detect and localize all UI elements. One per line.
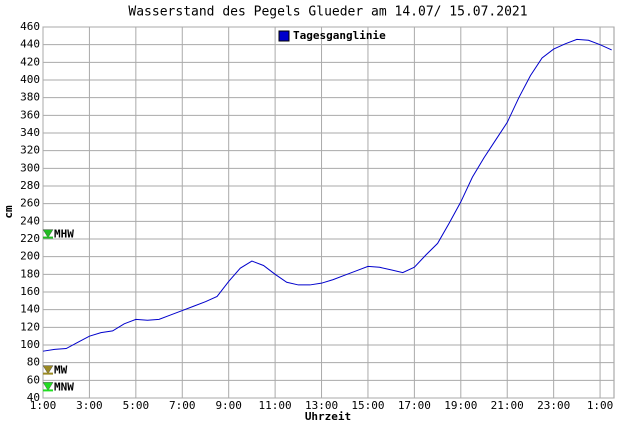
marker-triangle — [42, 382, 54, 391]
y-tick-label: 420 — [20, 55, 40, 68]
x-tick-label: 9:00 — [215, 399, 242, 412]
y-tick-label: 320 — [20, 144, 40, 157]
marker-triangle — [42, 365, 54, 375]
y-tick-label: 440 — [20, 38, 40, 51]
y-tick-label: 80 — [27, 356, 40, 369]
legend-label: Tagesganglinie — [293, 29, 386, 42]
y-tick-label: 380 — [20, 91, 40, 104]
marker-triangle — [42, 229, 54, 239]
legend-swatch — [278, 30, 290, 42]
y-tick-label: 60 — [27, 373, 40, 386]
y-tick-label: 400 — [20, 73, 40, 86]
x-tick-label: 17:00 — [398, 399, 431, 412]
y-tick-label: 460 — [20, 20, 40, 33]
y-tick-label: 140 — [20, 303, 40, 316]
y-tick-label: 100 — [20, 338, 40, 351]
y-tick-label: 240 — [20, 214, 40, 227]
plot-area — [42, 26, 615, 399]
x-tick-label: 11:00 — [259, 399, 292, 412]
x-tick-label: 1:00 — [587, 399, 614, 412]
x-tick-label: 5:00 — [123, 399, 150, 412]
y-tick-label: 200 — [20, 250, 40, 263]
x-tick-label: 15:00 — [351, 399, 384, 412]
x-tick-label: 13:00 — [305, 399, 338, 412]
x-tick-label: 3:00 — [76, 399, 103, 412]
y-tick-label: 180 — [20, 267, 40, 280]
y-axis-label: cm — [2, 205, 15, 219]
y-tick-label: 300 — [20, 161, 40, 174]
y-tick-label: 340 — [20, 126, 40, 139]
y-tick-label: 120 — [20, 320, 40, 333]
y-tick-label: 260 — [20, 197, 40, 210]
y-tick-label: 160 — [20, 285, 40, 298]
chart-title: Wasserstand des Pegels Glueder am 14.07/… — [128, 5, 527, 20]
x-tick-label: 23:00 — [537, 399, 570, 412]
marker-label: MW — [54, 364, 68, 377]
x-tick-label: 7:00 — [169, 399, 196, 412]
x-axis-label: Uhrzeit — [305, 410, 351, 423]
marker-label: MHW — [54, 228, 74, 241]
y-tick-label: 40 — [27, 391, 40, 404]
data-line — [42, 38, 612, 352]
x-tick-label: 19:00 — [444, 399, 477, 412]
y-tick-label: 280 — [20, 179, 40, 192]
x-tick-label: 1:00 — [30, 399, 57, 412]
marker-label: MNW — [54, 380, 74, 393]
x-tick-label: 21:00 — [491, 399, 524, 412]
y-tick-label: 360 — [20, 108, 40, 121]
y-tick-label: 220 — [20, 232, 40, 245]
